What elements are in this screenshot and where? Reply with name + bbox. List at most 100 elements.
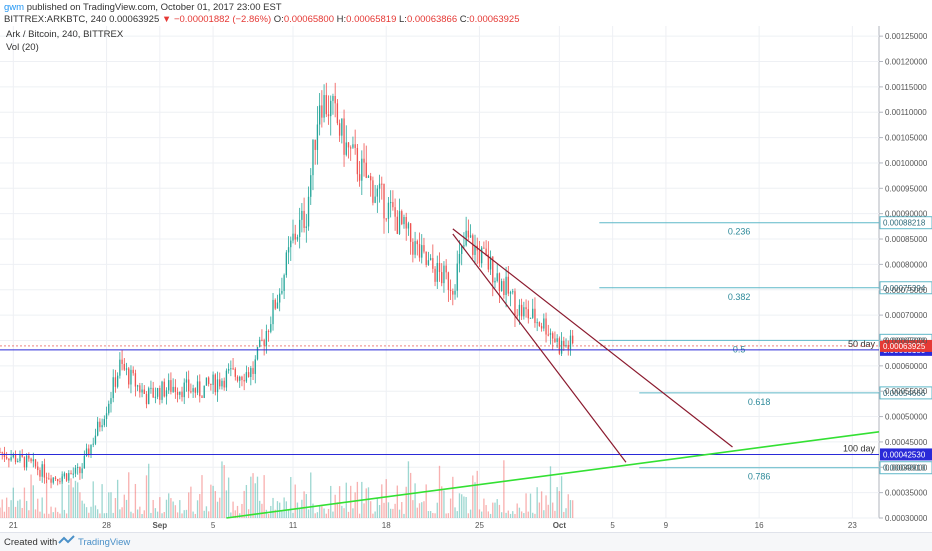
volume-bar xyxy=(190,486,192,518)
time-tick-label: 21 xyxy=(9,521,18,530)
candle-body xyxy=(243,380,245,382)
candle-body xyxy=(403,217,405,225)
volume-bar xyxy=(327,508,330,518)
candle-body xyxy=(409,223,412,242)
candle-body xyxy=(401,211,403,225)
high-value: 0.00065819 xyxy=(346,14,397,25)
volume-bar xyxy=(520,511,523,518)
candle-body xyxy=(252,368,254,374)
candle-body xyxy=(128,368,130,385)
candle-body xyxy=(70,473,72,475)
volume-bar xyxy=(85,507,88,518)
candle-body xyxy=(19,454,21,462)
volume-bar xyxy=(256,476,259,518)
candle-body xyxy=(274,299,276,309)
volume-bar xyxy=(68,484,70,518)
candle-body xyxy=(199,381,201,397)
volume-bar xyxy=(418,503,421,518)
volume-bar xyxy=(259,500,261,518)
candle-body xyxy=(392,202,394,208)
volume-bar xyxy=(90,506,92,518)
volume-bar xyxy=(454,507,456,518)
candle-body xyxy=(285,252,288,276)
volume-bar xyxy=(103,513,105,518)
candle-body xyxy=(412,241,414,255)
volume-bar xyxy=(370,501,372,518)
volume-bar xyxy=(496,499,498,518)
candle-body xyxy=(225,370,228,388)
volume-bar xyxy=(23,487,26,518)
candle-body xyxy=(298,219,301,237)
candle-body xyxy=(50,478,52,483)
volume-bar xyxy=(203,510,205,518)
candle-body xyxy=(61,476,63,482)
price-tick-label: 0.00030000 xyxy=(885,514,928,523)
volume-bar xyxy=(194,513,196,518)
candle-body xyxy=(99,421,101,428)
candle-body xyxy=(90,444,92,455)
candle-body xyxy=(447,272,450,290)
candle-body xyxy=(465,230,467,246)
candle-body xyxy=(336,103,339,124)
volume-bar xyxy=(358,513,361,518)
candle-body xyxy=(398,211,401,234)
volume-bar xyxy=(154,508,157,518)
candle-body xyxy=(434,268,436,282)
candle-body xyxy=(352,144,354,148)
volume-bar xyxy=(119,509,121,518)
candle-body xyxy=(540,326,543,329)
candle-body xyxy=(108,403,110,414)
candle-body xyxy=(427,260,430,265)
volume-bar xyxy=(367,487,370,518)
volume-bar xyxy=(112,512,114,518)
candle-body xyxy=(538,322,541,327)
candle-body xyxy=(330,100,332,117)
volume-bar xyxy=(254,483,256,518)
candle-body xyxy=(227,369,230,371)
candle-body xyxy=(25,455,28,468)
candle-body xyxy=(301,210,303,220)
volume-bar xyxy=(70,478,72,518)
candle-body xyxy=(363,158,365,163)
volume-bar xyxy=(296,502,299,518)
volume-bar xyxy=(516,503,518,518)
time-axis[interactable]: 21 28 Sep 5 11 18 25 Oct 5 9 16 23 xyxy=(9,521,857,530)
price-tick-label: 0.00085000 xyxy=(885,235,928,244)
author-link[interactable]: gwm xyxy=(4,2,25,13)
candle-body xyxy=(254,359,256,374)
candle-body xyxy=(525,307,527,310)
volume-bar xyxy=(498,504,501,518)
candle-body xyxy=(185,379,188,383)
candle-body xyxy=(114,377,117,387)
tradingview-brand[interactable]: TradingView xyxy=(78,537,131,548)
publish-info: published on TradingView.com, October 01… xyxy=(26,2,282,13)
time-tick-label: 16 xyxy=(755,521,764,530)
volume-bar xyxy=(243,490,245,518)
support-price-tag xyxy=(880,448,932,461)
price-axis[interactable]: 0.00030000 0.00035000 0.00040000 0.00045000… xyxy=(879,32,928,523)
candle-body xyxy=(181,391,183,398)
volume-legend: Vol (20) xyxy=(6,42,39,53)
last-price-tag-label: 0.00063925 xyxy=(883,342,926,351)
volume-bar xyxy=(436,502,438,518)
volume-bar xyxy=(181,513,183,518)
volume-bar xyxy=(427,511,430,518)
volume-bar xyxy=(572,500,574,518)
volume-bar xyxy=(21,507,23,518)
price-chart[interactable]: 0.236 0.00088218 0.382 0.00075394 0.5 0.00065… xyxy=(0,0,932,532)
candle-body xyxy=(425,251,427,265)
volume-bar xyxy=(472,475,474,518)
price-tick-label: 0.00115000 xyxy=(885,83,927,92)
candle-body xyxy=(498,273,501,292)
volume-bar xyxy=(179,500,181,518)
candle-body xyxy=(536,322,538,324)
volume-bar xyxy=(174,505,177,518)
candle-body xyxy=(454,290,456,295)
volume-bar xyxy=(156,511,159,518)
price-tick-label: 0.00065000 xyxy=(885,336,928,345)
volume-bar xyxy=(458,493,461,518)
fib-level-label: 0.618 xyxy=(748,397,771,407)
candle-body xyxy=(458,253,461,264)
candle-body xyxy=(343,118,345,155)
candle-body xyxy=(236,376,239,381)
